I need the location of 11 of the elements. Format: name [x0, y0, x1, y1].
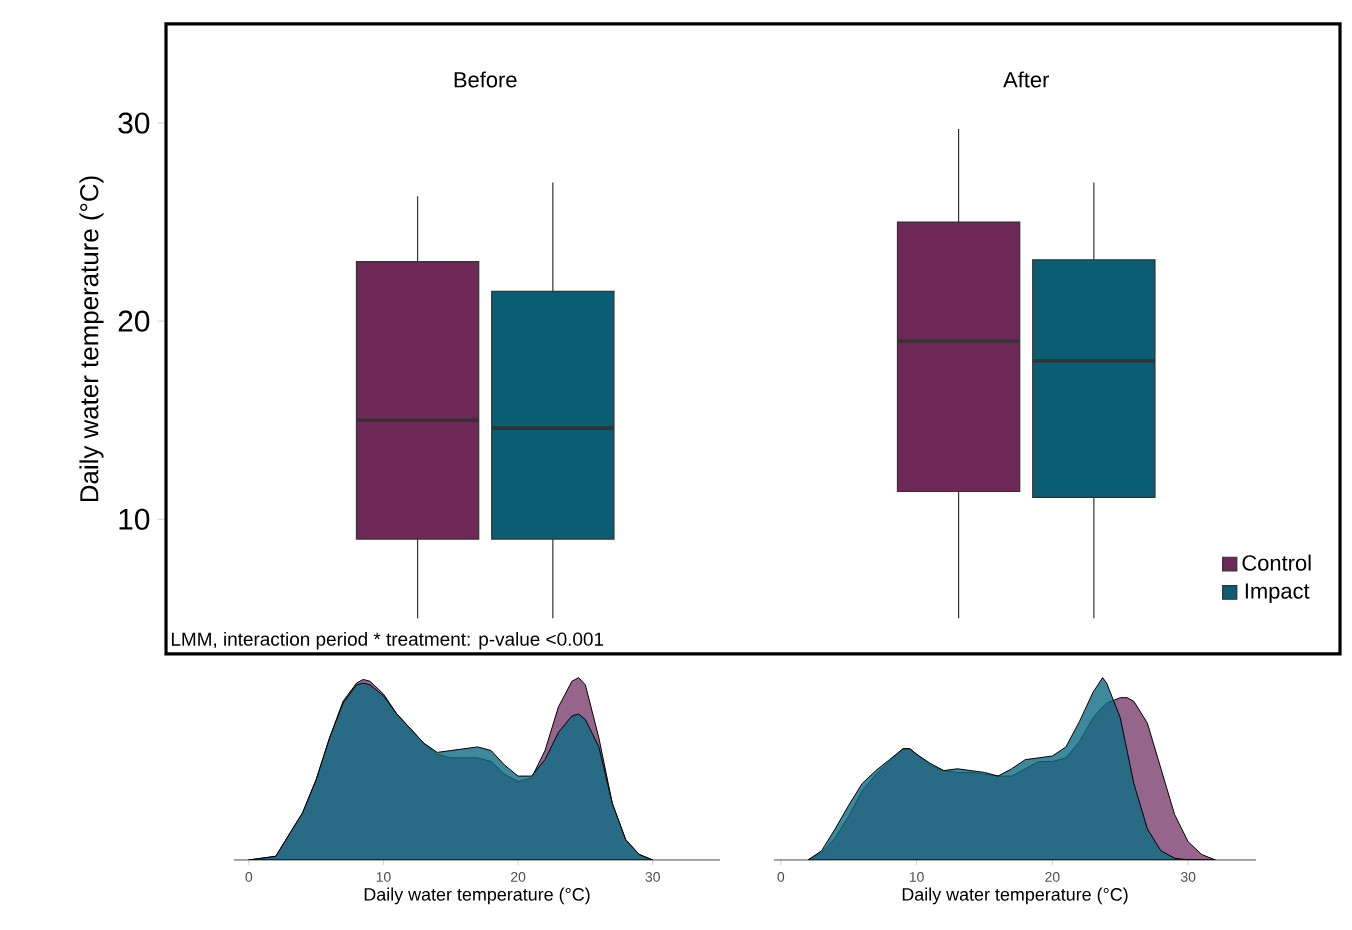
x-axis-title: Daily water temperature (°C) — [902, 887, 1128, 905]
y-axis-title: Daily water temperature (°C) — [79, 176, 104, 502]
legend-label: Impact — [1245, 583, 1310, 604]
y-tick-label: 30 — [118, 112, 150, 134]
annotation: LMM, interaction period * treatment: p-value <0.001 — [171, 631, 604, 650]
y-tick-label: 20 — [118, 310, 150, 332]
x-axis-title: Daily water temperature (°C) — [364, 887, 590, 905]
legend-label: Control — [1242, 554, 1311, 571]
y-tick-label: 10 — [119, 508, 150, 530]
x-tick-label: After — [1003, 71, 1050, 88]
x-tick-label: Before — [454, 71, 517, 88]
